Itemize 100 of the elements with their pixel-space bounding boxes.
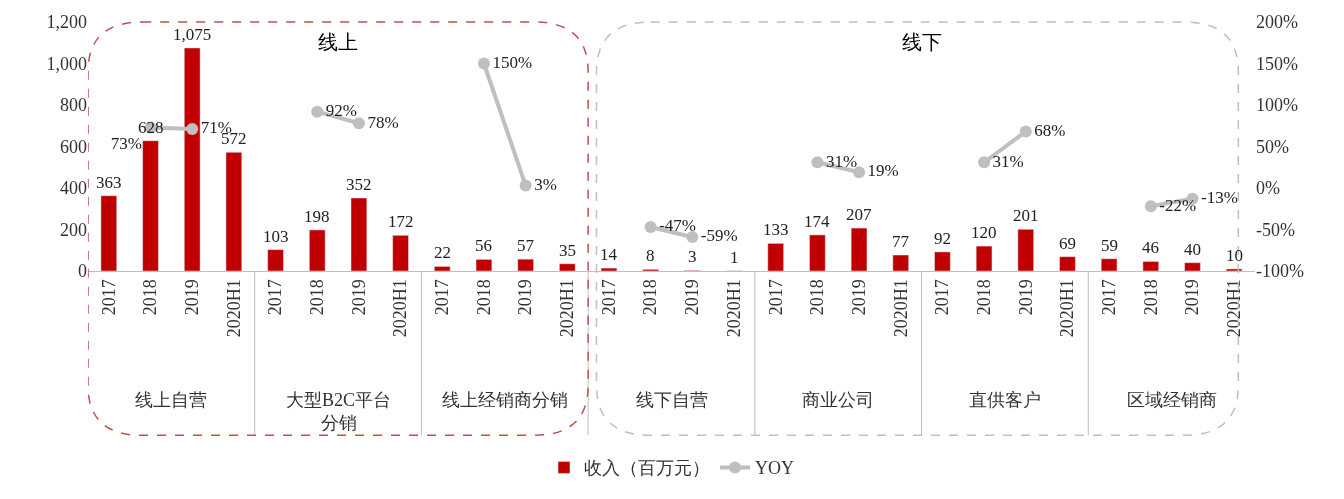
x-tick-label: 2017	[265, 279, 286, 316]
data-label: 352	[346, 175, 372, 194]
data-label: 103	[263, 227, 289, 246]
data-label: 201	[1013, 206, 1039, 225]
y2-tick-label: -100%	[1256, 261, 1304, 282]
bar	[225, 152, 243, 271]
point	[352, 117, 365, 130]
data-label: 40	[1184, 240, 1201, 259]
legend-label: YOY	[755, 458, 794, 479]
point	[311, 105, 324, 118]
data-label: 31%	[825, 151, 858, 171]
x-tick-label: 2019	[182, 279, 203, 316]
bar	[559, 263, 576, 271]
point	[686, 230, 699, 243]
point	[1019, 125, 1032, 138]
data-label: 22	[434, 243, 451, 262]
point	[811, 156, 824, 169]
data-label: 57	[517, 236, 535, 255]
y-tick-label: 400	[60, 178, 87, 199]
y2-tick-label: 0%	[1256, 178, 1280, 199]
data-label: 3%	[534, 174, 557, 194]
x-tick-label: 2019	[515, 279, 536, 316]
x-tick-label: 2019	[348, 279, 369, 316]
x-tick-label: 2017	[765, 279, 786, 316]
x-tick-label: 2020H1	[390, 279, 411, 338]
bar	[184, 47, 201, 271]
data-label: 120	[971, 223, 997, 242]
text: 线下自营	[636, 390, 708, 410]
x-tick-label: 2018	[1140, 279, 1161, 316]
y-tick-label: 0	[78, 261, 87, 282]
data-label: 363	[96, 173, 122, 192]
bar	[100, 195, 118, 271]
bar	[309, 229, 326, 271]
point	[186, 123, 199, 136]
data-label: 1	[730, 248, 739, 267]
data-label: 31%	[992, 151, 1024, 171]
data-label: 207	[846, 205, 872, 224]
annotation: 线上	[318, 31, 358, 53]
x-tick-label: 2020H1	[723, 279, 744, 338]
bar	[892, 254, 909, 271]
bar	[809, 234, 826, 271]
data-label: 172	[388, 212, 414, 231]
x-tick-label: 2018	[807, 279, 828, 316]
y-tick-label: 200	[60, 219, 87, 240]
bar	[1017, 229, 1034, 271]
text: 线上自营	[135, 390, 207, 410]
data-label: 77	[892, 232, 910, 251]
point	[477, 57, 490, 70]
y-tick-label: 800	[60, 95, 87, 116]
bar	[767, 243, 784, 271]
text: 区域经销商	[1127, 390, 1217, 410]
x-tick-label: 2017	[1098, 279, 1119, 316]
y2-tick-label: 200%	[1256, 12, 1298, 33]
x-tick-label: 2018	[640, 279, 661, 316]
data-label: 174	[804, 212, 830, 231]
x-tick-label: 2020H1	[1057, 279, 1078, 338]
point	[1144, 200, 1157, 213]
data-label: -13%	[1200, 188, 1238, 208]
bar	[934, 251, 951, 271]
data-label: 8	[646, 246, 655, 265]
text: 直供客户	[969, 390, 1041, 410]
x-tick-label: 2018	[473, 279, 494, 316]
x-tick-label: 2017	[598, 279, 619, 316]
data-label: 78%	[367, 112, 399, 132]
bar	[1184, 262, 1201, 271]
point	[978, 156, 991, 169]
data-label: 68%	[1034, 120, 1066, 140]
x-tick-label: 2017	[432, 279, 453, 316]
bar	[1059, 256, 1076, 271]
x-tick-label: 2018	[973, 279, 994, 316]
bar	[975, 245, 993, 271]
y-tick-label: 1,200	[46, 12, 87, 33]
data-label: 46	[1142, 238, 1159, 257]
data-label: 69	[1059, 234, 1076, 253]
x-tick-label: 2018	[140, 279, 161, 316]
x-tick-label: 2020H1	[557, 279, 578, 338]
data-label: -22%	[1159, 195, 1197, 215]
y2-tick-label: -50%	[1256, 219, 1295, 240]
point	[519, 179, 532, 192]
bar	[850, 227, 868, 271]
bar	[350, 197, 368, 271]
bar	[1225, 268, 1243, 271]
x-tick-label: 2017	[932, 279, 953, 316]
bar	[600, 267, 618, 271]
x-tick-label: 2019	[848, 279, 869, 316]
x-tick-label: 2019	[1182, 279, 1203, 316]
data-label: 56	[475, 236, 492, 255]
data-label: 35	[559, 241, 576, 260]
bar	[142, 140, 159, 271]
x-tick-label: 2018	[307, 279, 328, 316]
data-label: 19%	[867, 161, 899, 181]
data-label: 92%	[325, 100, 357, 120]
y2-tick-label: 100%	[1256, 95, 1298, 116]
data-label: 133	[763, 220, 789, 239]
data-label: 10	[1226, 246, 1243, 265]
bar	[1100, 258, 1118, 271]
bar	[517, 258, 534, 271]
point	[644, 221, 657, 233]
data-label: 150%	[492, 52, 533, 72]
data-label: 14	[600, 245, 618, 264]
